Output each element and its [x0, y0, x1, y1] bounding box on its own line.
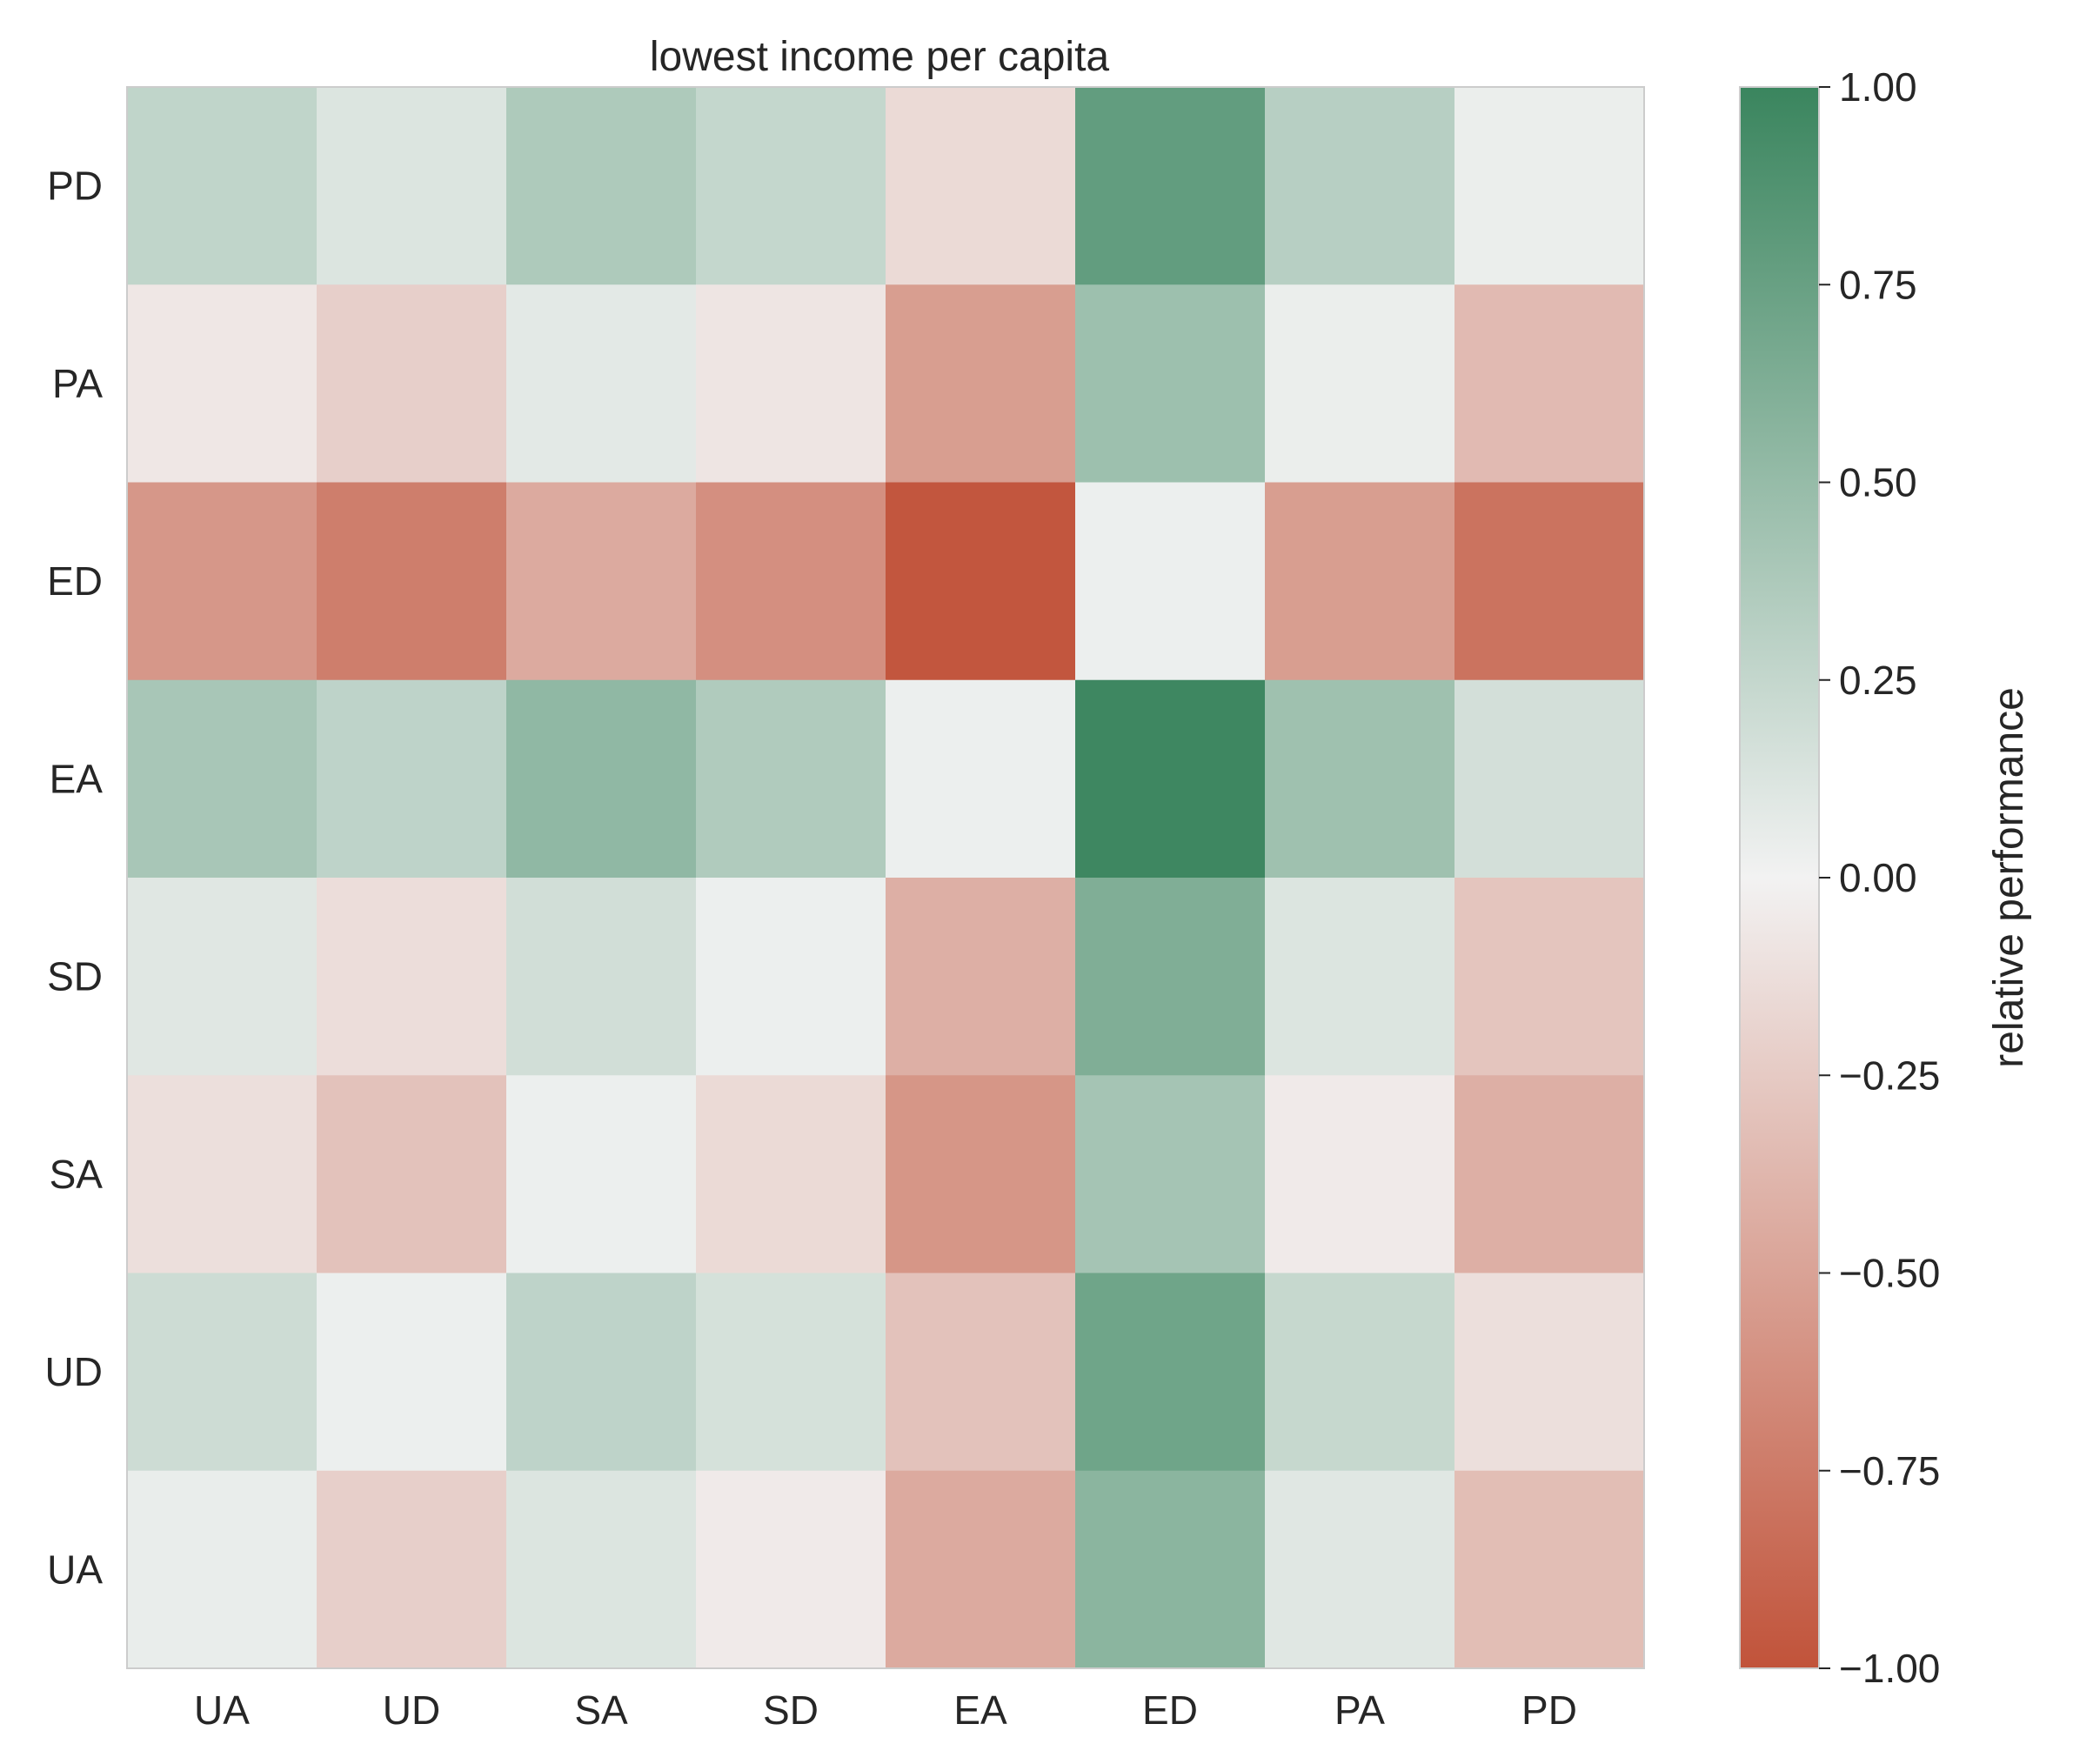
y-tick-label: PA	[52, 361, 103, 406]
heatmap-cell-sd-pa	[1265, 878, 1455, 1076]
heatmap-cell-pd-sd	[696, 87, 886, 285]
heatmap-cell-pa-sa	[506, 284, 697, 483]
chart-title: lowest income per capita	[650, 34, 1110, 80]
heatmap-cell-sa-sa	[506, 1075, 697, 1273]
heatmap-cell-ud-pa	[1265, 1273, 1455, 1472]
heatmap-cell-ud-sd	[696, 1273, 886, 1472]
heatmap-cell-ua-ed	[1075, 1470, 1266, 1669]
colorbar-tick-label: −0.50	[1839, 1251, 1940, 1296]
x-tick-label: SD	[763, 1687, 819, 1733]
heatmap-cell-sd-ed	[1075, 878, 1266, 1076]
heatmap-cell-ea-sd	[696, 679, 886, 879]
heatmap-cell-ea-ua	[127, 679, 318, 879]
heatmap-cell-ud-ea	[886, 1273, 1076, 1472]
y-tick-label: PD	[47, 164, 103, 209]
heatmap-cell-ea-ea	[886, 679, 1076, 879]
plot-frame	[126, 86, 1645, 1669]
heatmap-cell-pa-ed	[1075, 284, 1266, 483]
colorbar-tick-label: −0.25	[1839, 1052, 1940, 1098]
x-tick-label: ED	[1142, 1687, 1198, 1733]
heatmap-cell-sa-ea	[886, 1075, 1076, 1273]
heatmap-cell-ud-ed	[1075, 1273, 1266, 1472]
heatmap-cell-sa-pd	[1454, 1075, 1645, 1273]
heatmap-cell-sd-ua	[127, 878, 318, 1076]
y-tick-label: EA	[50, 756, 104, 801]
x-tick-label: UA	[194, 1687, 250, 1733]
heatmap-cell-pa-pa	[1265, 284, 1455, 483]
heatmap-cell-pd-ea	[886, 87, 1076, 285]
heatmap-cell-pd-pa	[1265, 87, 1455, 285]
y-tick-labels: PD PA ED EA SD SA UD UA	[45, 164, 104, 1593]
heatmap-cell-pd-sa	[506, 87, 697, 285]
heatmap-cell-ed-ud	[317, 482, 507, 681]
heatmap-cell-ud-sa	[506, 1273, 697, 1472]
heatmap-cell-sd-pd	[1454, 878, 1645, 1076]
colorbar-tick-label: −1.00	[1839, 1646, 1940, 1691]
x-tick-label: PD	[1521, 1687, 1577, 1733]
colorbar-tick-label: −0.75	[1839, 1448, 1940, 1493]
heatmap-cell-pd-pd	[1454, 87, 1645, 285]
heatmap-cell-ua-ua	[127, 1470, 318, 1669]
heatmap-cell-sa-pa	[1265, 1075, 1455, 1273]
heatmap-cell-pd-ud	[317, 87, 507, 285]
colorbar-ticks: 1.00 0.75 0.50 0.25 0.00 −0.25 −0.50 −0.75 −1.00	[1819, 64, 1940, 1691]
heatmap-cell-ud-ua	[127, 1273, 318, 1472]
heatmap-cell-ea-ed	[1075, 679, 1266, 879]
heatmap-cell-pa-ea	[886, 284, 1076, 483]
y-tick-label: ED	[47, 558, 103, 604]
colorbar-tick-label: 1.00	[1839, 64, 1917, 110]
heatmap-cell-ud-pd	[1454, 1273, 1645, 1472]
x-tick-label: UD	[383, 1687, 440, 1733]
colorbar-tick-label: 0.00	[1839, 855, 1917, 900]
heatmap-cell-pa-ua	[127, 284, 318, 483]
colorbar-tick-label: 0.50	[1839, 460, 1917, 505]
heatmap-cell-ed-ed	[1075, 482, 1266, 681]
colorbar-label: relative performance	[1986, 687, 2032, 1068]
y-tick-label: SA	[50, 1152, 104, 1197]
colorbar-tick-label: 0.75	[1839, 262, 1917, 307]
heatmap-cell-ea-pa	[1265, 679, 1455, 879]
y-tick-label: UD	[45, 1349, 103, 1394]
heatmap-cell-ea-sa	[506, 679, 697, 879]
x-tick-label: SA	[574, 1687, 628, 1733]
colorbar-tick-label: 0.25	[1839, 658, 1917, 703]
heatmap-cell-ua-ud	[317, 1470, 507, 1669]
heatmap-cell-pa-pd	[1454, 284, 1645, 483]
heatmap-cell-sd-sa	[506, 878, 697, 1076]
heatmap-cell-sa-ua	[127, 1075, 318, 1273]
heatmap-cell-ua-pa	[1265, 1470, 1455, 1669]
heatmap-cell-ed-pd	[1454, 482, 1645, 681]
heatmap-cell-sd-ud	[317, 878, 507, 1076]
heatmap-cell-ed-pa	[1265, 482, 1455, 681]
y-tick-label: SD	[47, 954, 103, 999]
x-tick-label: PA	[1334, 1687, 1385, 1733]
heatmap-cell-ea-ud	[317, 679, 507, 879]
heatmap-cell-sa-sd	[696, 1075, 886, 1273]
heatmap-cell-sa-ed	[1075, 1075, 1266, 1273]
heatmap-cell-ua-pd	[1454, 1470, 1645, 1669]
y-tick-label: UA	[47, 1547, 103, 1592]
heatmap-cell-pd-ed	[1075, 87, 1266, 285]
heatmap-cell-ed-sd	[696, 482, 886, 681]
colorbar	[1739, 86, 1820, 1669]
heatmap-cell-ud-ud	[317, 1273, 507, 1472]
heatmap-cell-ea-pd	[1454, 679, 1645, 879]
heatmap-cell-ua-sd	[696, 1470, 886, 1669]
heatmap-cell-pd-ua	[127, 87, 318, 285]
x-tick-labels: UA UD SA SD EA ED PA PD	[194, 1687, 1577, 1733]
heatmap-cell-pa-sd	[696, 284, 886, 483]
heatmap-cells	[127, 87, 1645, 1669]
heatmap-cell-pa-ud	[317, 284, 507, 483]
heatmap-cell-sa-ud	[317, 1075, 507, 1273]
heatmap-cell-ed-ua	[127, 482, 318, 681]
heatmap-cell-ua-ea	[886, 1470, 1076, 1669]
heatmap-cell-ed-sa	[506, 482, 697, 681]
heatmap-cell-ua-sa	[506, 1470, 697, 1669]
heatmap-cell-sd-sd	[696, 878, 886, 1076]
heatmap-cell-sd-ea	[886, 878, 1076, 1076]
x-tick-label: EA	[953, 1687, 1007, 1733]
heatmap-cell-ed-ea	[886, 482, 1076, 681]
